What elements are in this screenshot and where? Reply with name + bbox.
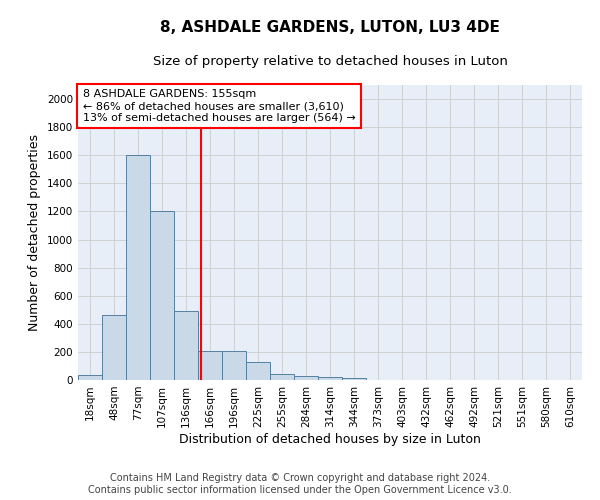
Bar xyxy=(318,377,342,380)
Text: Size of property relative to detached houses in Luton: Size of property relative to detached ho… xyxy=(152,55,508,68)
Bar xyxy=(246,362,270,380)
Bar xyxy=(126,155,150,380)
Y-axis label: Number of detached properties: Number of detached properties xyxy=(28,134,41,331)
Bar xyxy=(102,316,126,380)
Bar xyxy=(270,374,294,380)
Bar xyxy=(78,375,102,380)
Bar xyxy=(222,350,246,380)
Bar xyxy=(174,311,198,380)
Text: 8, ASHDALE GARDENS, LUTON, LU3 4DE: 8, ASHDALE GARDENS, LUTON, LU3 4DE xyxy=(160,20,500,35)
Bar xyxy=(342,378,366,380)
X-axis label: Distribution of detached houses by size in Luton: Distribution of detached houses by size … xyxy=(179,432,481,446)
Text: Contains HM Land Registry data © Crown copyright and database right 2024.
Contai: Contains HM Land Registry data © Crown c… xyxy=(88,474,512,495)
Bar xyxy=(150,212,174,380)
Bar xyxy=(294,376,318,380)
Bar xyxy=(198,350,222,380)
Text: 8 ASHDALE GARDENS: 155sqm
← 86% of detached houses are smaller (3,610)
13% of se: 8 ASHDALE GARDENS: 155sqm ← 86% of detac… xyxy=(83,90,356,122)
